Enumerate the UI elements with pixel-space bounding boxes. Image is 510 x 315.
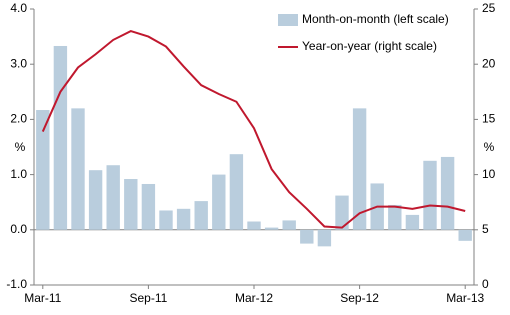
bar: [124, 179, 138, 230]
bar: [36, 110, 50, 230]
x-tick-label: Mar-11: [24, 291, 61, 305]
y2-axis-label: %: [484, 140, 495, 154]
bar: [317, 229, 332, 247]
y2-tick-label: 10: [482, 167, 496, 181]
bar: [440, 156, 455, 230]
bar: [458, 229, 472, 241]
y-axis-label: %: [15, 140, 26, 154]
legend-label: Month-on-month (left scale): [302, 12, 449, 26]
y-tick-label: 3.0: [10, 56, 27, 70]
bar: [264, 227, 279, 230]
bar: [88, 170, 103, 230]
bar: [212, 174, 226, 230]
x-tick-label: Mar-13: [446, 291, 484, 305]
bar: [300, 229, 314, 244]
line: [41, 30, 466, 229]
x-tick-label: Mar-12: [235, 291, 273, 305]
y-tick-label: 2.0: [10, 112, 27, 126]
x-tick-label: Sep-11: [129, 291, 167, 305]
bar: [141, 183, 156, 230]
y2-tick-label: 20: [482, 56, 496, 70]
bar: [229, 154, 244, 230]
bar: [388, 204, 402, 230]
y-tick-label: 4.0: [10, 1, 27, 15]
y2-tick-label: 25: [482, 1, 496, 15]
bar: [71, 108, 85, 230]
bar: [282, 220, 296, 230]
y2-tick-label: 5: [482, 222, 489, 236]
x-tick-label: Sep-12: [340, 291, 379, 305]
bar: [194, 201, 208, 230]
bar: [423, 160, 437, 230]
bar: [159, 210, 173, 230]
bar: [53, 45, 68, 230]
bar: [176, 208, 191, 230]
bar: [106, 165, 120, 230]
legend-swatch: [278, 14, 298, 26]
legend-label: Year-on-year (right scale): [302, 39, 437, 53]
y-tick-label: 1.0: [10, 167, 27, 181]
y2-tick-label: 15: [482, 112, 496, 126]
bar: [352, 108, 367, 230]
y-tick-label: -1.0: [6, 277, 27, 291]
y-tick-label: 0.0: [10, 222, 27, 236]
bar: [405, 214, 420, 230]
bar: [247, 221, 261, 230]
bar: [335, 195, 349, 230]
y2-tick-label: 0: [482, 277, 489, 291]
